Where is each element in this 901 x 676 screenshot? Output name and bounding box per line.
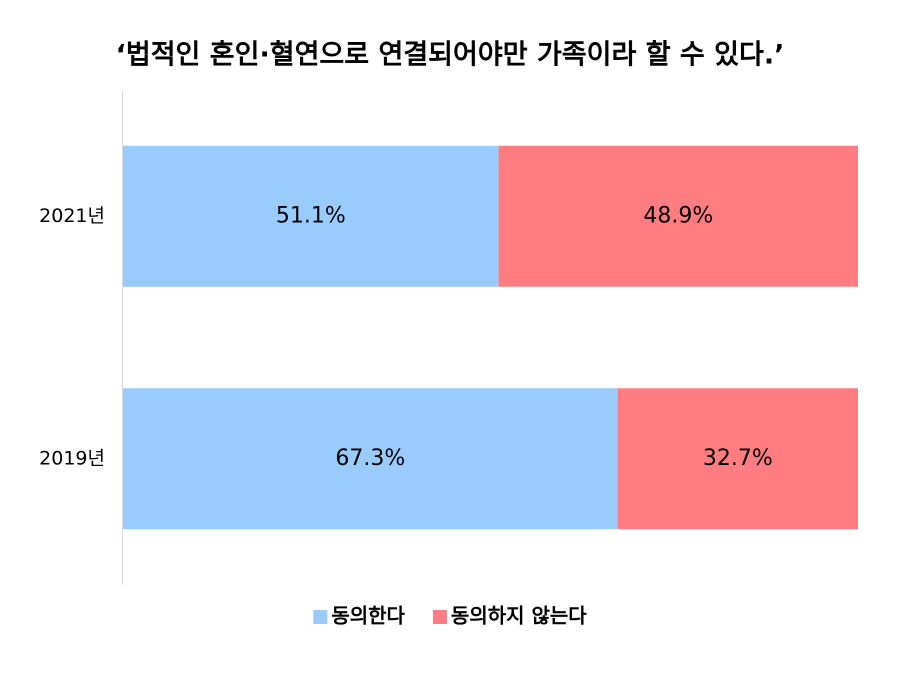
legend-label: 동의하지 않는다 — [451, 604, 587, 628]
bar-segment — [498, 145, 858, 287]
legend-swatch — [432, 610, 447, 624]
value-label: 51.1% — [276, 203, 346, 228]
value-label: 67.3% — [335, 446, 405, 471]
legend-swatch — [313, 610, 328, 624]
value-label: 48.9% — [643, 203, 713, 228]
bar-segment — [617, 388, 858, 530]
bar-segment — [123, 388, 618, 530]
y-tick-label: 2021년 — [39, 205, 105, 227]
legend-label: 동의한다 — [331, 604, 405, 628]
bar-segment — [123, 145, 499, 287]
chart-title: ‘법적인 혼인·혈연으로 연결되어야만 가족이라 할 수 있다.’ — [116, 40, 785, 71]
value-label: 32.7% — [703, 446, 773, 471]
y-tick-label: 2019년 — [39, 447, 105, 469]
